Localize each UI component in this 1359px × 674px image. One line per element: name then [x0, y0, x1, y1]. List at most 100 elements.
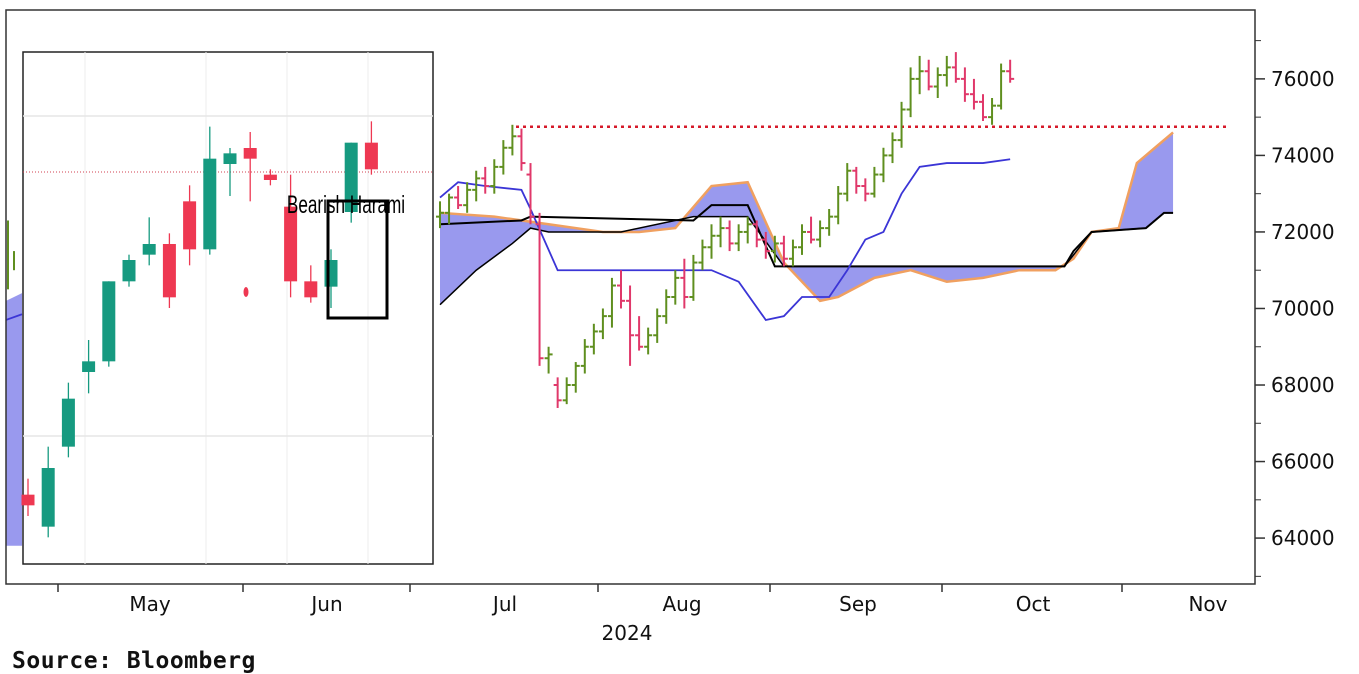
tenkan-fragment	[5, 313, 23, 321]
ohlc-bar	[635, 316, 644, 351]
ohlc-bar	[662, 289, 671, 324]
ohlc-bar	[617, 270, 625, 309]
ohlc-bar	[988, 98, 997, 125]
y-tick-label: 76000	[1271, 67, 1335, 91]
ohlc-bar	[580, 339, 589, 374]
cloud-left-fragment	[6, 293, 22, 546]
ohlc-bar	[734, 224, 743, 252]
y-axis: 64000 66000 68000 70000 72000 74000 76000	[1255, 40, 1335, 577]
candle-body	[183, 201, 197, 250]
candle	[142, 217, 156, 266]
y-tick-label: 70000	[1271, 296, 1335, 320]
ohlc-bar	[770, 235, 779, 263]
candle	[41, 446, 55, 538]
ohlc-bar	[589, 323, 598, 355]
ohlc-bar	[834, 186, 843, 225]
candle-body	[324, 260, 338, 287]
x-tick-label: Aug	[662, 592, 701, 616]
ohlc-bar	[761, 231, 770, 259]
candle	[82, 340, 96, 394]
ohlc-bar	[544, 346, 553, 374]
y-tick-label: 68000	[1271, 373, 1335, 397]
inset-background	[22, 51, 434, 565]
ohlc-bar	[644, 327, 653, 355]
candle	[102, 281, 116, 367]
year-label: 2024	[602, 621, 653, 645]
main-plot	[5, 52, 1226, 546]
ohlc-bar	[553, 377, 562, 408]
ohlc-bar	[571, 362, 580, 393]
x-tick-label: Sep	[839, 592, 877, 616]
ohlc-bar	[598, 308, 607, 340]
inset-content	[21, 52, 433, 564]
x-axis: May Jun Jul Aug Sep Oct Nov	[57, 584, 1228, 616]
ohlc-bar	[508, 124, 517, 156]
candle	[263, 169, 277, 186]
ohlc-bar	[798, 224, 806, 255]
ohlc-bar	[779, 235, 788, 267]
ohlc-bar	[671, 270, 680, 305]
x-tick-label: Nov	[1188, 592, 1227, 616]
ohlc-bar	[870, 166, 879, 198]
candle	[344, 142, 358, 223]
ohlc-bar	[924, 59, 933, 91]
ohlc-bar	[1006, 59, 1015, 83]
candle-body	[223, 153, 237, 164]
candle-body	[102, 281, 116, 362]
ohlc-bar	[562, 377, 571, 405]
candle-body	[122, 260, 136, 282]
ohlc-bar	[788, 239, 797, 267]
candle	[21, 478, 35, 516]
candle-body	[162, 244, 176, 298]
ohlc-bar	[499, 140, 508, 175]
ohlc-bar	[725, 220, 734, 252]
y-tick-label: 74000	[1271, 143, 1335, 167]
candle-body	[142, 244, 156, 255]
ohlc-bar	[490, 159, 499, 194]
ohlc-bar	[680, 258, 689, 309]
harami-box	[326, 199, 389, 320]
ohlc-bar	[843, 163, 852, 202]
ohlc-bar	[607, 277, 616, 328]
ohlc-bar	[653, 308, 662, 343]
ohlc-bar	[951, 52, 960, 83]
ohlc-bar	[960, 67, 969, 102]
y-tick-label: 72000	[1271, 220, 1335, 244]
y-tick-label: 66000	[1271, 450, 1335, 474]
candle	[61, 382, 75, 458]
ohlc-bar	[463, 182, 472, 213]
x-tick-label: Oct	[1016, 592, 1051, 616]
ohlc-bar	[698, 239, 707, 271]
ohlc-bar	[942, 55, 951, 87]
candle-body	[304, 281, 318, 298]
ichimoku-cloud	[440, 132, 1174, 305]
ohlc-bar	[689, 254, 698, 301]
ohlc-bar	[481, 166, 490, 194]
candle	[183, 185, 197, 266]
candle	[284, 174, 298, 298]
candle	[364, 121, 378, 175]
candle	[304, 265, 318, 303]
ohlc-bar	[626, 285, 635, 366]
candle-body	[203, 158, 217, 250]
inset-chart: Bearish Harami	[21, 51, 434, 565]
candle-body	[284, 206, 298, 282]
ohlc-bar	[933, 67, 942, 99]
ohlc-bar	[535, 212, 544, 366]
ohlc-bar	[897, 101, 906, 148]
candle-body	[41, 468, 55, 527]
candle	[243, 132, 257, 202]
x-tick-label: May	[129, 592, 171, 616]
x-tick-label: Jul	[491, 592, 517, 616]
ohlc-bar	[472, 170, 481, 202]
tenkan-line	[439, 158, 1011, 321]
candle	[162, 233, 176, 308]
x-tick-label: Jun	[309, 592, 342, 616]
ohlc-bar	[807, 216, 816, 244]
down-marker	[243, 287, 249, 297]
ohlc-bar	[716, 216, 725, 248]
ohlc-bar	[906, 67, 915, 118]
ohlc-bar	[517, 128, 526, 171]
ohlc-bar	[454, 186, 463, 209]
